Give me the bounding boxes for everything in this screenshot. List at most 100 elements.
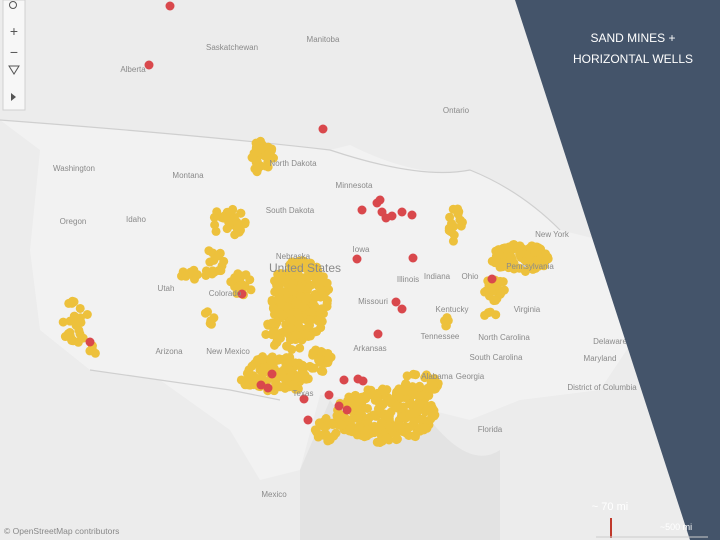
well-dot <box>90 348 100 358</box>
zoom-out-button[interactable]: − <box>10 44 18 60</box>
place-labels: Saskatchewan Manitoba Alberta Ontario Wa… <box>53 35 637 499</box>
place-label: Alabama <box>421 372 453 381</box>
pan-button[interactable] <box>8 65 20 75</box>
mine-dot <box>263 383 273 393</box>
well-dot <box>444 226 454 236</box>
well-dot <box>306 308 316 318</box>
well-dot <box>530 248 540 258</box>
well-dot <box>65 328 75 338</box>
well-dot <box>496 288 506 298</box>
mine-dot <box>299 394 309 404</box>
well-dot <box>509 258 519 268</box>
mine-dot <box>391 297 401 307</box>
well-dot <box>392 434 402 444</box>
well-dot <box>319 430 329 440</box>
well-dot <box>361 394 371 404</box>
well-dot <box>292 373 302 383</box>
well-dot <box>291 330 301 340</box>
mine-dot <box>397 207 407 217</box>
well-dot <box>301 329 311 339</box>
border-line <box>0 119 561 401</box>
well-dot <box>515 249 525 259</box>
well-dot <box>250 374 260 384</box>
well-dot <box>409 417 419 427</box>
well-dot <box>214 250 224 260</box>
well-dot <box>541 249 551 259</box>
well-dot <box>322 278 332 288</box>
well-dot <box>417 415 427 425</box>
well-dot <box>295 283 305 293</box>
title-line: HORIZONTAL WELLS <box>573 52 693 66</box>
well-dot <box>368 410 378 420</box>
title-line: SAND MINES + <box>590 31 675 45</box>
well-dot <box>290 358 300 368</box>
well-dot <box>233 269 243 279</box>
well-dot <box>375 422 385 432</box>
well-dot <box>448 236 458 246</box>
well-dot <box>375 438 385 448</box>
place-label: Texas <box>293 389 314 398</box>
toolbar-frame <box>2 0 26 111</box>
well-dot <box>296 291 306 301</box>
well-dot <box>189 265 199 275</box>
well-dot <box>346 398 356 408</box>
well-dot <box>279 373 289 383</box>
well-dot <box>258 365 268 375</box>
well-dot <box>337 420 347 430</box>
well-dot <box>219 256 229 266</box>
well-dot <box>296 273 306 283</box>
place-label: Arkansas <box>353 344 386 353</box>
well-dot <box>498 277 508 287</box>
well-dot <box>303 292 313 302</box>
well-dot <box>379 386 389 396</box>
place-label: Pennsylvania <box>506 262 554 271</box>
place-label: Indiana <box>424 272 451 281</box>
mine-dot <box>358 376 368 386</box>
place-label: Alberta <box>120 65 146 74</box>
well-dot <box>78 333 88 343</box>
place-label: Colorado <box>209 289 242 298</box>
mine-dot <box>267 369 277 379</box>
well-dot <box>316 284 326 294</box>
place-label: Kentucky <box>436 305 469 314</box>
zoom-in-button[interactable]: + <box>10 23 18 39</box>
place-label: Florida <box>478 425 503 434</box>
well-dot <box>263 142 273 152</box>
well-dot <box>378 400 388 410</box>
well-dot <box>266 356 276 366</box>
well-dot <box>287 257 297 267</box>
well-dot <box>181 271 191 281</box>
well-dot <box>82 310 92 320</box>
place-label: Minnesota <box>336 181 373 190</box>
well-dot <box>424 391 434 401</box>
mine-dot <box>487 274 497 284</box>
place-label: North Dakota <box>269 159 317 168</box>
well-dot <box>289 270 299 280</box>
well-dot <box>426 403 436 413</box>
well-dot <box>420 423 430 433</box>
expand-button[interactable] <box>11 93 16 101</box>
well-dot <box>290 384 300 394</box>
well-dot <box>409 408 419 418</box>
place-label: District of Columbia <box>567 383 637 392</box>
mine-dot <box>352 254 362 264</box>
place-label: Arizona <box>155 347 183 356</box>
mine-dot <box>303 415 313 425</box>
well-dot <box>65 316 75 326</box>
well-dot <box>483 308 493 318</box>
place-label: Nebraska <box>276 252 311 261</box>
mine-dot <box>318 124 328 134</box>
well-dot <box>69 297 79 307</box>
well-dot <box>384 421 394 431</box>
well-dot <box>243 369 253 379</box>
mine-dot <box>324 390 334 400</box>
well-dot <box>504 242 514 252</box>
place-label: Oregon <box>60 217 87 226</box>
mine-dot <box>339 375 349 385</box>
map-toolbar: + − <box>2 0 26 111</box>
mine-dot <box>373 329 383 339</box>
well-dot <box>278 310 288 320</box>
search-button[interactable] <box>9 1 17 9</box>
well-dot <box>222 224 232 234</box>
